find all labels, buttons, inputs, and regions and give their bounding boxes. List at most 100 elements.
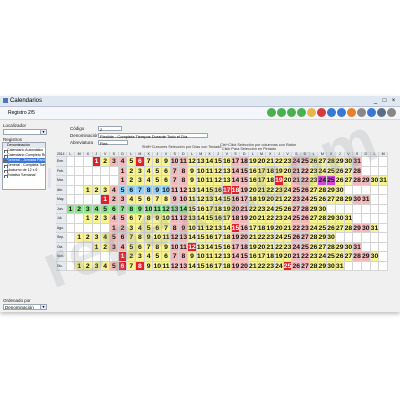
denominacion-field[interactable]: Flexible - Completa Tiempos Durante Todo… <box>98 133 208 139</box>
day-cell[interactable]: 10 <box>196 176 206 186</box>
day-cell[interactable]: 30 <box>327 233 336 243</box>
day-cell[interactable]: 11 <box>179 242 189 252</box>
day-cell[interactable]: 19 <box>240 185 249 195</box>
day-cell[interactable]: 28 <box>353 252 362 262</box>
day-cell[interactable]: 9 <box>136 204 145 214</box>
day-cell[interactable]: 9 <box>188 166 197 176</box>
day-cell[interactable]: 9 <box>144 261 154 271</box>
day-cell[interactable]: 2 <box>127 252 137 262</box>
day-cell[interactable]: 13 <box>179 261 189 271</box>
day-cell[interactable]: 20 <box>283 166 293 176</box>
day-cell[interactable]: 30 <box>318 204 328 214</box>
day-cell[interactable]: 23 <box>309 166 319 176</box>
day-cell[interactable]: 4 <box>144 176 154 186</box>
day-cell[interactable]: 20 <box>257 157 267 167</box>
day-cell[interactable]: 16 <box>205 261 215 271</box>
day-cell[interactable]: 28 <box>353 176 362 186</box>
day-cell[interactable]: 18 <box>248 195 258 205</box>
day-cell[interactable]: 3 <box>127 223 137 233</box>
day-cell[interactable]: 4 <box>144 166 154 176</box>
day-cell[interactable]: 29 <box>318 261 328 271</box>
day-cell[interactable]: 22 <box>292 223 302 233</box>
day-cell[interactable]: 9 <box>188 252 197 262</box>
day-cell[interactable]: 9 <box>170 195 180 205</box>
day-cell[interactable]: 8 <box>144 214 154 224</box>
day-cell[interactable]: 28 <box>318 214 328 224</box>
day-cell[interactable]: 28 <box>353 166 362 176</box>
day-cell[interactable]: 23 <box>301 223 310 233</box>
day-cell[interactable]: 10 <box>196 166 206 176</box>
day-cell[interactable]: 1 <box>92 242 102 252</box>
day-cell[interactable]: 19 <box>257 195 267 205</box>
day-cell[interactable]: 27 <box>318 242 328 252</box>
last-icon[interactable] <box>297 108 306 117</box>
day-cell[interactable]: 11 <box>153 204 163 214</box>
day-cell[interactable]: 8 <box>136 261 145 271</box>
day-cell[interactable]: 10 <box>153 233 163 243</box>
day-cell[interactable]: 24 <box>283 214 293 224</box>
day-cell[interactable]: 25 <box>301 242 310 252</box>
day-cell[interactable]: 10 <box>179 195 189 205</box>
day-cell[interactable]: 11 <box>162 233 171 243</box>
day-cell[interactable]: 10 <box>170 157 180 167</box>
day-cell[interactable]: 18 <box>231 185 241 195</box>
day-cell[interactable]: 27 <box>318 157 328 167</box>
day-cell[interactable]: 26 <box>309 242 319 252</box>
day-cell[interactable]: 8 <box>170 223 180 233</box>
exit-icon[interactable] <box>387 108 396 117</box>
day-cell[interactable]: 12 <box>188 157 197 167</box>
day-cell[interactable]: 4 <box>136 223 145 233</box>
day-cell[interactable]: 24 <box>292 157 302 167</box>
day-cell[interactable]: 25 <box>275 204 284 214</box>
day-cell[interactable]: 2 <box>101 157 110 167</box>
day-cell[interactable]: 13 <box>196 157 206 167</box>
day-cell[interactable]: 20 <box>283 252 293 262</box>
day-cell[interactable]: 7 <box>144 242 154 252</box>
day-cell[interactable]: 19 <box>275 252 284 262</box>
first-icon[interactable] <box>267 108 276 117</box>
day-cell[interactable]: 15 <box>196 233 206 243</box>
day-cell[interactable]: 14 <box>196 214 206 224</box>
day-cell[interactable]: 30 <box>370 176 380 186</box>
close-button[interactable]: × <box>391 98 396 104</box>
day-cell[interactable]: 31 <box>370 223 380 233</box>
day-cell[interactable]: 7 <box>127 233 137 243</box>
day-cell[interactable]: 17 <box>231 242 241 252</box>
day-cell[interactable]: 8 <box>153 242 163 252</box>
day-cell[interactable]: 21 <box>248 261 258 271</box>
day-cell[interactable]: 18 <box>240 242 249 252</box>
day-cell[interactable]: 13 <box>188 185 197 195</box>
day-cell[interactable]: 5 <box>153 252 163 262</box>
list-item[interactable]: General - Completa Turno <box>3 163 45 168</box>
day-cell[interactable]: 8 <box>179 176 189 186</box>
day-cell[interactable]: 14 <box>214 195 223 205</box>
search-icon[interactable] <box>337 108 346 117</box>
day-cell[interactable]: 24 <box>292 242 302 252</box>
day-cell[interactable]: 3 <box>136 166 145 176</box>
day-cell[interactable]: 31 <box>344 214 354 224</box>
day-cell[interactable]: 11 <box>205 252 215 262</box>
day-cell[interactable]: 30 <box>361 223 371 233</box>
day-cell[interactable]: 4 <box>101 261 110 271</box>
day-cell[interactable]: 9 <box>153 214 163 224</box>
day-cell[interactable]: 26 <box>292 233 302 243</box>
day-cell[interactable]: 12 <box>214 166 223 176</box>
day-cell[interactable]: 27 <box>309 214 319 224</box>
day-cell[interactable]: 10 <box>144 204 154 214</box>
day-cell[interactable]: 24 <box>309 223 319 233</box>
day-cell[interactable]: 19 <box>248 157 258 167</box>
day-cell[interactable]: 19 <box>275 166 284 176</box>
day-cell[interactable]: 7 <box>153 195 163 205</box>
day-cell[interactable]: 18 <box>222 261 232 271</box>
day-cell[interactable]: 15 <box>205 185 215 195</box>
day-cell[interactable]: 12 <box>214 176 223 186</box>
day-cell[interactable]: 19 <box>231 261 241 271</box>
day-cell[interactable]: 13 <box>170 204 180 214</box>
day-cell[interactable]: 14 <box>222 223 232 233</box>
day-cell[interactable]: 16 <box>196 204 206 214</box>
day-cell[interactable]: 12 <box>162 204 171 214</box>
day-cell[interactable]: 23 <box>309 252 319 262</box>
day-cell[interactable]: 29 <box>344 195 354 205</box>
day-cell[interactable]: 14 <box>231 252 241 262</box>
day-cell[interactable]: 23 <box>283 157 293 167</box>
